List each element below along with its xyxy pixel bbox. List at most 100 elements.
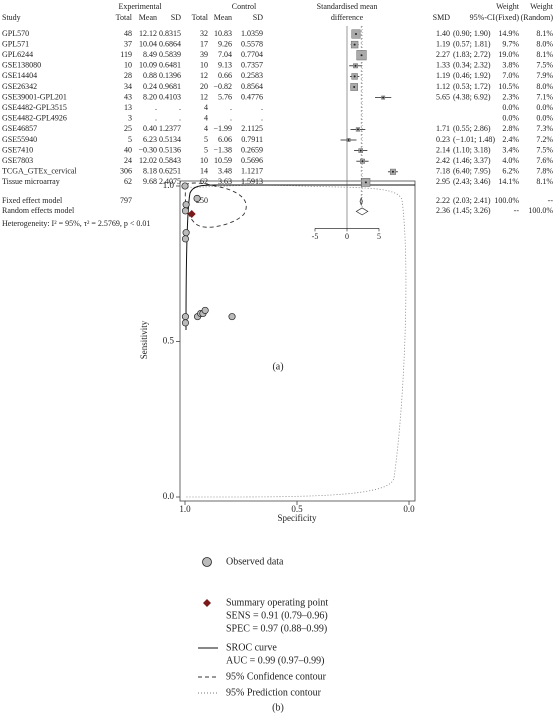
- cell: 5: [204, 145, 208, 154]
- cell: 14.1%: [498, 177, 519, 186]
- cell: 12: [200, 71, 208, 80]
- cell: −0.30: [138, 145, 157, 154]
- cell: 1.2377: [159, 124, 181, 133]
- cell: 9.7%: [502, 39, 519, 48]
- cell: (0.46; 1.92): [453, 71, 491, 80]
- cell: 5: [128, 135, 132, 144]
- cell: 0.8315: [159, 29, 181, 38]
- legend-label: AUC = 0.99 (0.97–0.99): [226, 655, 324, 666]
- cell: 0.5578: [241, 39, 263, 48]
- cell: 4: [204, 124, 208, 133]
- study-label: GSE55940: [2, 135, 37, 144]
- effect-point: [347, 139, 350, 141]
- summary-point: [187, 209, 196, 218]
- study-label: GSE7410: [2, 145, 33, 154]
- cell: 306: [120, 167, 132, 176]
- observed-point: [201, 306, 209, 314]
- cell: 3: [128, 114, 132, 123]
- cell: 2.22: [436, 196, 450, 205]
- cell: (0.53; 1.72): [453, 82, 491, 91]
- study-label: GSE39001-GPL201: [2, 92, 67, 101]
- cell: .: [155, 114, 157, 123]
- header: SD: [253, 13, 263, 22]
- legend-marker: [203, 599, 211, 607]
- study-label: GSE14404: [2, 71, 37, 80]
- header: Control: [232, 2, 257, 11]
- cell: 10: [200, 61, 208, 70]
- header: (Fixed): [495, 13, 519, 22]
- cell: 2.36: [436, 206, 450, 215]
- x-tick-label: 5: [377, 232, 381, 241]
- effect-point: [353, 43, 356, 46]
- cell: 9.68: [143, 177, 157, 186]
- cell: .: [261, 103, 263, 112]
- effect-point: [354, 64, 357, 67]
- cell: 39: [200, 50, 208, 59]
- cell: (6.40; 7.95): [453, 167, 491, 176]
- cell: 7.18: [436, 167, 450, 176]
- effect-point: [359, 149, 362, 152]
- cell: 8.0%: [536, 82, 553, 91]
- cell: 25: [124, 124, 132, 133]
- cell: (−1.01; 1.48): [453, 135, 495, 144]
- header: Experimental: [118, 2, 162, 11]
- cell: 1.71: [436, 124, 450, 133]
- cell: 1.40: [436, 29, 450, 38]
- cell: 0.66: [218, 71, 232, 80]
- effect-point: [353, 86, 356, 88]
- effect-point: [354, 33, 357, 35]
- cell: 0.6481: [159, 61, 181, 70]
- study-label: GSE46857: [2, 124, 37, 133]
- cell: 7.6%: [536, 156, 553, 165]
- cell: 0.0%: [536, 103, 553, 112]
- cell: 0.5843: [159, 156, 181, 165]
- cell: 250: [196, 196, 208, 205]
- cell: 3.63: [218, 177, 232, 186]
- cell: 0.0%: [502, 114, 519, 123]
- cell: (1.10; 3.18): [453, 145, 491, 154]
- cell: 0.88: [143, 71, 157, 80]
- cell: 7.04: [218, 50, 232, 59]
- cell: 10.09: [139, 61, 157, 70]
- cell: 10.5%: [498, 82, 519, 91]
- sroc-curve: [185, 184, 415, 331]
- study-label: Fixed effect model: [2, 196, 63, 205]
- cell: 0.4776: [241, 92, 263, 101]
- header: Mean: [214, 13, 232, 22]
- cell: --: [514, 206, 520, 215]
- cell: 10: [124, 61, 132, 70]
- header: Mean: [139, 13, 157, 22]
- legend-marker: [202, 557, 212, 567]
- cell: 4: [204, 103, 208, 112]
- cell: 62: [200, 177, 208, 186]
- cell: 1.0359: [241, 29, 263, 38]
- y-tick-label: 0.5: [163, 336, 175, 346]
- cell: 10.04: [139, 39, 157, 48]
- cell: 13: [124, 103, 132, 112]
- observed-point: [181, 313, 189, 321]
- legend: Observed data Summary operating point SE…: [198, 556, 328, 698]
- cell: 0.9681: [159, 82, 181, 91]
- header: SMD: [433, 13, 451, 22]
- cell: 12.12: [139, 29, 157, 38]
- cell: 10.59: [214, 156, 232, 165]
- y-tick-label: 1.0: [163, 180, 175, 190]
- x-tick-label: 0.5: [291, 504, 303, 514]
- observed-point: [182, 201, 190, 209]
- cell: (2.03; 2.41): [453, 196, 491, 205]
- header: difference: [331, 13, 364, 22]
- header: 95%-CI: [470, 13, 496, 22]
- cell: 24: [124, 156, 132, 165]
- cell: 40: [124, 145, 132, 154]
- cell: −0.82: [213, 82, 232, 91]
- cell: 1.19: [436, 71, 450, 80]
- legend-label: SPEC = 0.97 (0.88–0.99): [226, 623, 327, 634]
- cell: 19.0%: [498, 50, 519, 59]
- cell: 8.1%: [536, 50, 553, 59]
- cell: 5.76: [218, 92, 232, 101]
- cell: 2.27: [436, 50, 450, 59]
- confidence-contour: [184, 182, 247, 228]
- cell: 0.4103: [159, 92, 181, 101]
- study-label: GPL6244: [2, 50, 33, 59]
- x-tick-label: 0.0: [403, 504, 415, 514]
